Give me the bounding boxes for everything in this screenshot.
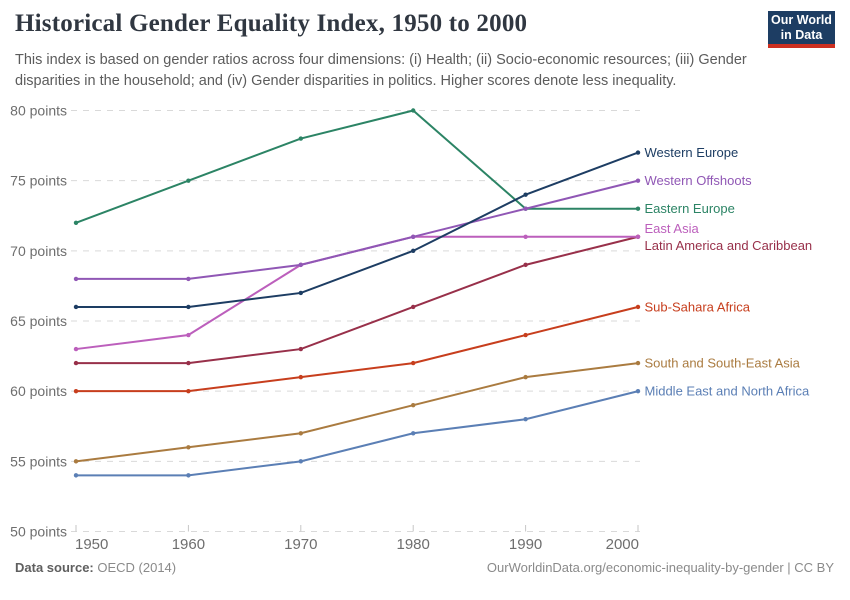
data-point-western-europe: [186, 304, 191, 310]
data-point-western-offshoots: [298, 262, 303, 268]
x-axis-tick-label: 1990: [509, 536, 542, 553]
data-point-latin-america-and-caribbean: [186, 360, 191, 366]
data-point-south-and-south-east-asia: [411, 403, 416, 408]
series-line-eastern-europe: [75, 109, 638, 224]
data-source: Data source: OECD (2014): [15, 560, 176, 575]
data-point-latin-america-and-caribbean: [298, 346, 303, 352]
data-point-western-europe: [411, 248, 416, 254]
y-axis-tick-label: 55 points: [10, 453, 67, 469]
series-line-sub-sahara-africa: [76, 305, 639, 393]
data-point-eastern-europe: [635, 206, 641, 211]
data-point-western-offshoots: [523, 206, 528, 211]
data-point-western-offshoots: [411, 234, 416, 240]
series-line-western-offshoots: [76, 179, 639, 280]
series-line-latin-america-and-caribbean: [76, 235, 639, 365]
y-axis-tick-label: 65 points: [10, 313, 67, 329]
data-point-western-europe: [635, 150, 641, 155]
data-point-middle-east-and-north-africa: [411, 431, 416, 436]
series-label-south-and-south-east-asia[interactable]: South and South-East Asia: [645, 356, 801, 371]
data-point-eastern-europe: [186, 178, 191, 183]
data-point-eastern-europe: [411, 108, 416, 113]
chart-footer: Data source: OECD (2014) OurWorldinData.…: [15, 560, 834, 575]
data-point-east-asia: [73, 346, 79, 352]
y-axis-tick-label: 75 points: [10, 173, 67, 189]
chart-subtitle: This index is based on gender ratios acr…: [15, 52, 747, 90]
x-axis-tick-label: 1960: [172, 536, 205, 553]
data-point-western-offshoots: [186, 276, 191, 282]
y-axis-tick-label: 60 points: [10, 383, 67, 399]
data-point-eastern-europe: [298, 136, 303, 141]
data-source-value: OECD (2014): [93, 560, 177, 575]
y-axis-tick-label: 80 points: [10, 103, 67, 119]
x-axis-tick-label: 2000: [606, 536, 639, 553]
series-line-south-and-south-east-asia: [75, 362, 639, 463]
data-point-latin-america-and-caribbean: [411, 304, 416, 310]
data-point-south-and-south-east-asia: [73, 459, 79, 464]
data-point-middle-east-and-north-africa: [523, 417, 528, 422]
owid-logo[interactable]: Our World in Data: [768, 11, 835, 48]
data-point-south-and-south-east-asia: [523, 374, 528, 380]
data-point-western-offshoots: [73, 276, 79, 282]
data-point-south-and-south-east-asia: [298, 431, 303, 436]
data-point-sub-sahara-africa: [186, 388, 191, 394]
series-label-western-europe[interactable]: Western Europe: [645, 145, 739, 160]
x-axis-tick-label: 1980: [397, 536, 430, 553]
data-point-middle-east-and-north-africa: [73, 473, 79, 478]
x-axis-tick-label: 1970: [284, 536, 317, 553]
owid-logo-line1: Our World: [771, 12, 832, 27]
data-point-sub-sahara-africa: [298, 374, 303, 380]
series-label-eastern-europe[interactable]: Eastern Europe: [645, 201, 735, 216]
data-point-western-europe: [298, 290, 303, 296]
series-label-middle-east-and-north-africa[interactable]: Middle East and North Africa: [645, 384, 811, 399]
y-axis-tick-label: 50 points: [10, 524, 67, 540]
data-point-south-and-south-east-asia: [186, 445, 191, 450]
data-source-label: Data source:: [15, 560, 94, 575]
series-line-east-asia: [75, 235, 638, 351]
series-label-sub-sahara-africa[interactable]: Sub-Sahara Africa: [645, 299, 751, 314]
x-axis-tick-label: 1950: [75, 536, 108, 553]
series-label-western-offshoots[interactable]: Western Offshoots: [645, 173, 753, 188]
data-point-sub-sahara-africa: [635, 304, 641, 310]
data-point-sub-sahara-africa: [73, 388, 79, 394]
series-line-western-europe: [76, 151, 639, 308]
owid-logo-line2: in Data: [780, 27, 823, 42]
series-line-middle-east-and-north-africa: [76, 390, 639, 477]
data-point-western-europe: [73, 304, 79, 310]
data-point-sub-sahara-africa: [523, 332, 528, 338]
data-point-middle-east-and-north-africa: [186, 473, 191, 478]
data-point-western-europe: [523, 192, 528, 197]
data-point-east-asia: [523, 234, 528, 240]
y-axis-tick-label: 70 points: [10, 243, 67, 259]
data-point-middle-east-and-north-africa: [298, 459, 303, 464]
data-point-east-asia: [186, 332, 191, 338]
data-point-middle-east-and-north-africa: [635, 388, 641, 394]
data-point-south-and-south-east-asia: [635, 360, 641, 366]
series-label-east-asia[interactable]: East Asia: [645, 221, 700, 236]
data-point-latin-america-and-caribbean: [523, 262, 528, 268]
credit-link[interactable]: OurWorldinData.org/economic-inequality-b…: [486, 560, 834, 575]
data-point-eastern-europe: [73, 220, 79, 225]
data-point-east-asia: [635, 234, 641, 240]
chart-title: Historical Gender Equality Index, 1950 t…: [15, 10, 528, 37]
data-point-latin-america-and-caribbean: [73, 360, 79, 366]
data-point-western-offshoots: [635, 178, 641, 183]
data-point-sub-sahara-africa: [411, 360, 416, 366]
series-label-latin-america-and-caribbean[interactable]: Latin America and Caribbean: [645, 238, 813, 253]
